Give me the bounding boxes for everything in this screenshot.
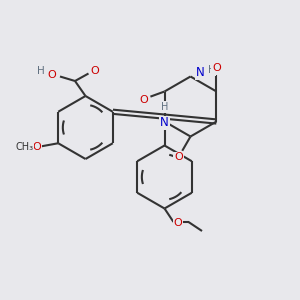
Text: N: N <box>196 66 205 80</box>
Text: CH₃: CH₃ <box>15 142 33 152</box>
Text: H: H <box>208 65 215 75</box>
Text: O: O <box>174 218 182 229</box>
Text: O: O <box>140 94 148 105</box>
Text: O: O <box>174 152 183 162</box>
Text: O: O <box>91 65 100 76</box>
Text: H: H <box>161 102 168 112</box>
Text: N: N <box>160 116 169 130</box>
Text: O: O <box>212 63 221 74</box>
Text: H: H <box>37 65 45 76</box>
Text: O: O <box>47 70 56 80</box>
Text: O: O <box>32 142 41 152</box>
